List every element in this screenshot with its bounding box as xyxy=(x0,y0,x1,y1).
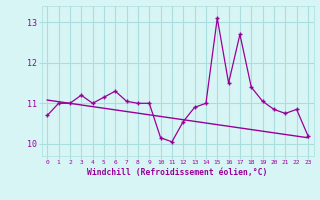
X-axis label: Windchill (Refroidissement éolien,°C): Windchill (Refroidissement éolien,°C) xyxy=(87,168,268,177)
